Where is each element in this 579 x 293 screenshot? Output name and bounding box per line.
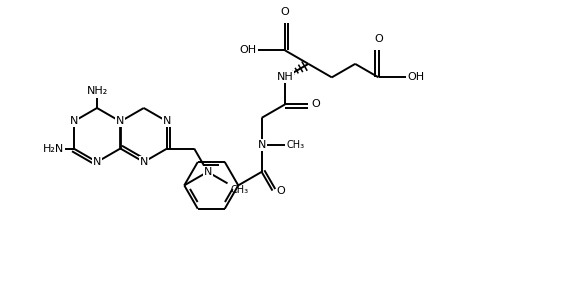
Text: NH: NH: [277, 72, 294, 82]
Text: N: N: [69, 117, 78, 127]
Text: OH: OH: [239, 45, 256, 55]
Text: O: O: [281, 7, 290, 17]
Text: N: N: [163, 117, 171, 127]
Text: O: O: [276, 185, 285, 196]
Text: OH: OH: [408, 72, 424, 82]
Text: H₂N: H₂N: [43, 144, 64, 154]
Text: CH₃: CH₃: [287, 140, 305, 150]
Text: CH₃: CH₃: [230, 185, 248, 195]
Text: N: N: [258, 140, 266, 150]
Text: N: N: [203, 167, 212, 177]
Text: N: N: [93, 157, 101, 167]
Text: O: O: [374, 34, 383, 44]
Text: N: N: [140, 157, 148, 167]
Text: O: O: [311, 99, 320, 109]
Text: NH₂: NH₂: [86, 86, 108, 96]
Text: N: N: [116, 117, 124, 127]
